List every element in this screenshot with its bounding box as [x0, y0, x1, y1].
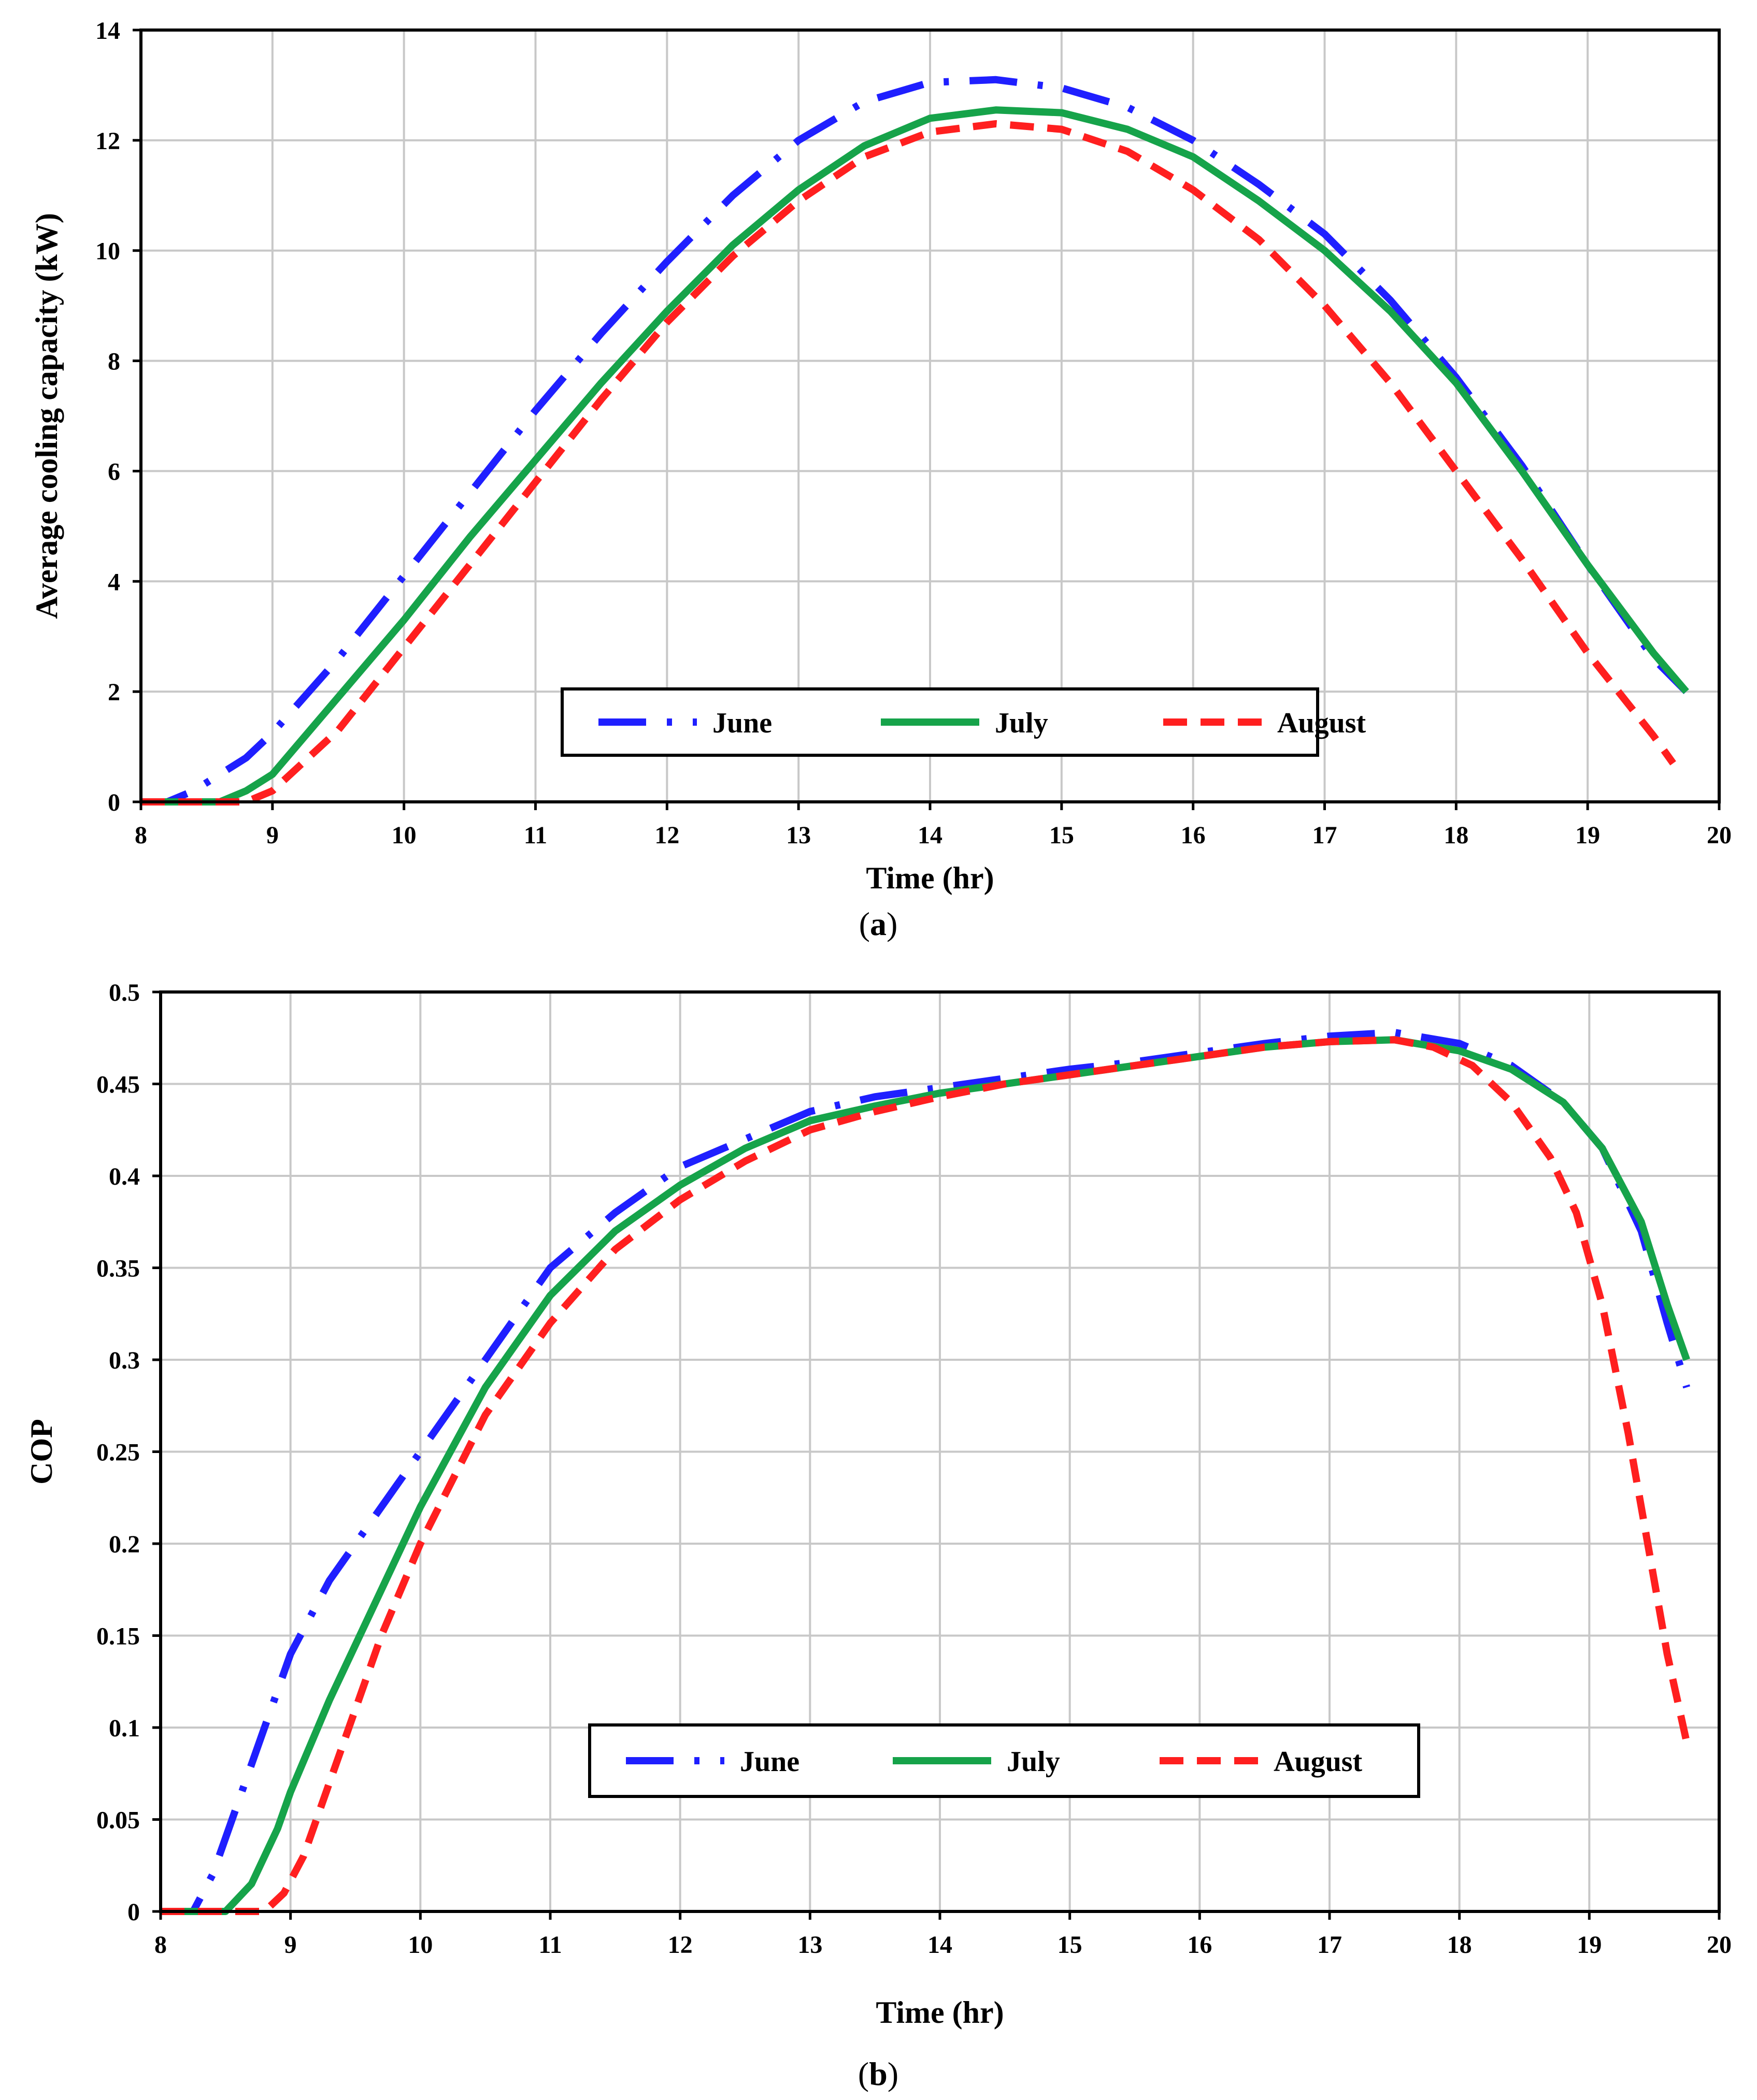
x-tick-label: 12: [668, 1931, 693, 1959]
series-line-july: [161, 1036, 1690, 1915]
x-tick-label: 13: [797, 1931, 822, 1959]
x-tick-label: 8: [135, 822, 147, 849]
y-tick-label: 14: [95, 17, 120, 45]
x-tick-label: 11: [538, 1931, 562, 1959]
x-tick-label: 14: [918, 822, 942, 849]
series-line-june: [141, 76, 1689, 806]
legend-box: [588, 1723, 1420, 1798]
y-tick-label: 4: [108, 568, 120, 596]
legend-label-july: July: [995, 707, 1048, 739]
x-tick-label: 8: [154, 1931, 167, 1959]
x-tick-label: 10: [392, 822, 417, 849]
y-tick-label: 6: [108, 458, 120, 485]
x-tick-label: 9: [284, 1931, 297, 1959]
y-tick-label: 0.2: [109, 1531, 140, 1558]
panel-a-legend: June July August: [561, 687, 1366, 757]
panel-a-caption: (a): [859, 905, 898, 942]
x-tick-label: 16: [1187, 1931, 1212, 1959]
series-line-july: [141, 106, 1689, 806]
x-tick-label: 19: [1577, 1931, 1602, 1959]
panel-a-chart: 0 2 4 6 8 10 12 14 8 9 10 11 12 13 14 15 16 17 18 19 20 Tim…: [30, 17, 1732, 942]
legend-label-august: August: [1274, 1746, 1363, 1778]
x-tick-label: 18: [1444, 822, 1468, 849]
panel-b-x-ticks: 8 9 10 11 12 13 14 15 16 17 18 19 20: [154, 1911, 1732, 1959]
panel-a-x-ticks: 8 9 10 11 12 13 14 15 16 17 18 19 20: [135, 802, 1732, 849]
y-tick-label: 0: [108, 789, 120, 816]
x-tick-label: 19: [1575, 822, 1600, 849]
x-tick-label: 20: [1707, 1931, 1732, 1959]
panel-a-caption-letter: a: [870, 905, 887, 942]
x-tick-label: 14: [927, 1931, 952, 1959]
y-tick-label: 0.25: [96, 1439, 140, 1466]
x-tick-label: 9: [266, 822, 279, 849]
x-tick-label: 20: [1707, 822, 1732, 849]
legend-label-july: July: [1007, 1746, 1060, 1778]
panel-b-y-ticks: 0 0.05 0.1 0.15 0.2 0.25 0.3 0.35 0.4 0.45 0.5: [96, 979, 161, 1926]
y-tick-label: 0.4: [109, 1163, 140, 1190]
panel-b-series: [161, 1029, 1691, 1915]
y-tick-label: 0.45: [96, 1071, 140, 1099]
x-tick-label: 12: [654, 822, 679, 849]
x-tick-label: 15: [1049, 822, 1074, 849]
y-tick-label: 0.15: [96, 1623, 140, 1650]
y-tick-label: 0.5: [109, 979, 140, 1006]
y-tick-label: 0.1: [109, 1715, 140, 1742]
y-tick-label: 8: [108, 348, 120, 376]
panel-a-y-ticks: 0 2 4 6 8 10 12 14: [95, 17, 141, 816]
y-tick-label: 12: [95, 127, 120, 155]
panel-b-legend: June July August: [588, 1723, 1420, 1798]
panel-b-x-axis-label: Time (hr): [876, 1995, 1004, 2030]
panel-b-y-axis-label: COP: [24, 1419, 59, 1485]
x-tick-label: 16: [1181, 822, 1206, 849]
panel-a-series: [141, 76, 1689, 806]
panel-b-caption: (b): [858, 2055, 898, 2092]
y-tick-label: 0.35: [96, 1255, 140, 1283]
y-tick-label: 2: [108, 679, 120, 706]
panel-b-chart: 0 0.05 0.1 0.15 0.2 0.25 0.3 0.35 0.4 0.45 0.5 8 9 1…: [24, 979, 1732, 2092]
x-tick-label: 15: [1058, 1931, 1082, 1959]
panel-a-x-axis-label: Time (hr): [866, 861, 994, 895]
panel-b-caption-letter: b: [869, 2055, 888, 2092]
legend-label-june: June: [712, 707, 772, 739]
x-tick-label: 11: [524, 822, 547, 849]
x-tick-label: 10: [408, 1931, 433, 1959]
y-tick-label: 0.3: [109, 1347, 140, 1374]
y-tick-label: 10: [95, 238, 120, 265]
legend-label-august: August: [1277, 707, 1366, 739]
series-line-august: [141, 120, 1676, 806]
x-tick-label: 17: [1312, 822, 1337, 849]
panel-a-y-axis-label: Average cooling capacity (kW): [30, 213, 64, 619]
y-tick-label: 0: [127, 1898, 140, 1926]
legend-label-june: June: [740, 1746, 799, 1778]
x-tick-label: 18: [1447, 1931, 1472, 1959]
x-tick-label: 17: [1317, 1931, 1342, 1959]
x-tick-label: 13: [786, 822, 811, 849]
y-tick-label: 0.05: [96, 1807, 140, 1834]
series-line-august: [161, 1036, 1691, 1915]
